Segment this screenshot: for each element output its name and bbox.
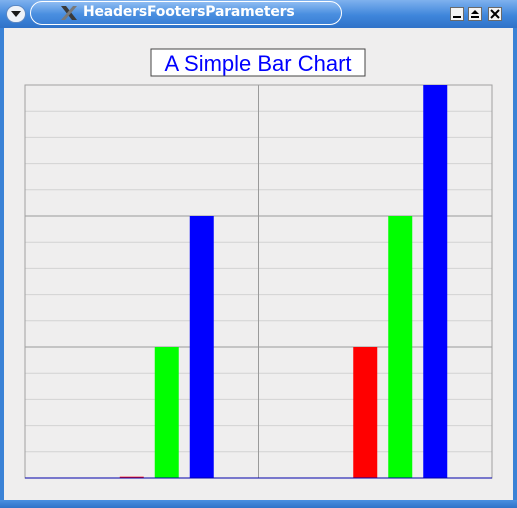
minimize-button[interactable] — [450, 7, 464, 21]
bar-group — [119, 85, 448, 478]
chart-grid — [25, 85, 492, 478]
bar-c1-s1 — [119, 476, 144, 478]
title-bar[interactable]: HeadersFootersParameters — [0, 0, 517, 28]
minimize-icon — [453, 16, 461, 18]
bar-c1-s2 — [154, 347, 179, 478]
bar-c2-s1 — [353, 347, 378, 478]
title-pill — [30, 1, 342, 25]
window-bottom-border — [0, 500, 517, 508]
bar-c2-s3 — [423, 85, 448, 478]
window-title: HeadersFootersParameters — [83, 4, 295, 20]
bar-c2-s2 — [388, 216, 413, 478]
bar-c1-s3 — [189, 216, 214, 478]
close-button[interactable] — [488, 7, 502, 21]
chevron-down-icon — [11, 11, 21, 17]
chart-area: A Simple Bar Chart — [4, 28, 513, 500]
chart-title-box — [150, 48, 366, 77]
close-icon — [490, 9, 500, 19]
chart-title: A Simple Bar Chart — [164, 51, 351, 76]
bar-chart: A Simple Bar Chart — [24, 48, 493, 479]
maximize-icon — [471, 10, 479, 18]
maximize-button[interactable] — [468, 7, 482, 21]
window-menu-button[interactable] — [6, 5, 26, 23]
x-logo-icon — [61, 6, 77, 20]
